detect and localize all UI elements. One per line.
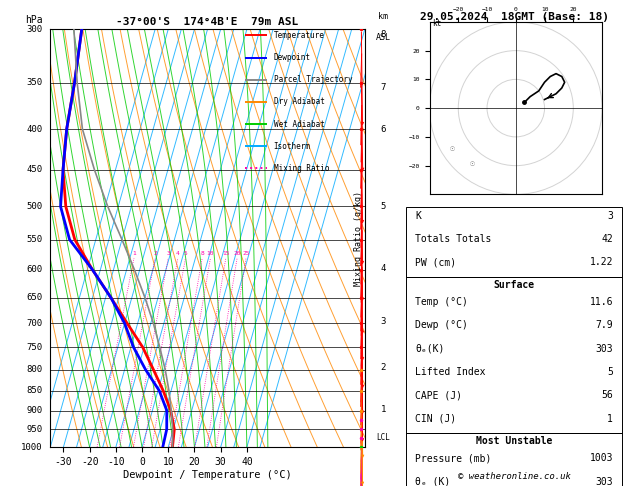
Text: Wet Adiabat: Wet Adiabat	[274, 120, 325, 128]
Text: 7: 7	[381, 83, 386, 92]
Text: 8: 8	[381, 31, 386, 39]
Text: 900: 900	[26, 406, 43, 415]
Text: ☉: ☉	[450, 144, 455, 153]
Text: 350: 350	[26, 78, 43, 87]
Bar	[406, 277, 622, 433]
Text: 950: 950	[26, 425, 43, 434]
Text: Lifted Index: Lifted Index	[416, 367, 486, 377]
Text: LCL: LCL	[376, 433, 390, 442]
Text: CAPE (J): CAPE (J)	[416, 390, 462, 400]
Bar	[406, 207, 622, 277]
Text: 29.05.2024  18GMT (Base: 18): 29.05.2024 18GMT (Base: 18)	[420, 12, 609, 22]
Text: Surface: Surface	[494, 280, 535, 290]
Text: 800: 800	[26, 365, 43, 374]
Text: 700: 700	[26, 319, 43, 328]
Text: 11.6: 11.6	[589, 297, 613, 307]
Text: Parcel Trajectory: Parcel Trajectory	[274, 75, 352, 84]
Text: 1.22: 1.22	[589, 258, 613, 267]
Text: 25: 25	[242, 251, 250, 256]
Text: kt: kt	[432, 19, 442, 28]
Text: 56: 56	[601, 390, 613, 400]
Text: hPa: hPa	[25, 15, 43, 25]
Text: 1: 1	[132, 251, 136, 256]
Text: 500: 500	[26, 202, 43, 211]
Text: 400: 400	[26, 124, 43, 134]
Text: © weatheronline.co.uk: © weatheronline.co.uk	[458, 472, 571, 481]
Text: 3: 3	[166, 251, 170, 256]
Text: Pressure (mb): Pressure (mb)	[416, 453, 492, 463]
Text: Mixing Ratio (g/kg): Mixing Ratio (g/kg)	[354, 191, 363, 286]
Text: 20: 20	[233, 251, 241, 256]
Text: 4: 4	[381, 263, 386, 273]
Text: ASL: ASL	[376, 34, 391, 42]
Bar	[406, 433, 622, 486]
Title: -37°00'S  174°4B'E  79m ASL: -37°00'S 174°4B'E 79m ASL	[116, 17, 299, 27]
Text: 42: 42	[601, 234, 613, 244]
Text: 303: 303	[595, 477, 613, 486]
Text: Dewpoint: Dewpoint	[274, 53, 311, 62]
Text: 5: 5	[184, 251, 187, 256]
Text: 750: 750	[26, 343, 43, 352]
Text: θₑ (K): θₑ (K)	[416, 477, 451, 486]
Text: 600: 600	[26, 265, 43, 274]
Text: Isotherm: Isotherm	[274, 142, 311, 151]
Text: Most Unstable: Most Unstable	[476, 436, 552, 446]
Text: 7.9: 7.9	[595, 320, 613, 330]
Text: K: K	[416, 211, 421, 221]
Text: PW (cm): PW (cm)	[416, 258, 457, 267]
Text: Totals Totals: Totals Totals	[416, 234, 492, 244]
Text: ☉: ☉	[470, 158, 475, 168]
Text: 450: 450	[26, 165, 43, 174]
Text: 15: 15	[222, 251, 230, 256]
Text: 3: 3	[381, 317, 386, 326]
Text: km: km	[378, 12, 388, 21]
Text: 650: 650	[26, 293, 43, 302]
Text: 8: 8	[201, 251, 204, 256]
Text: 6: 6	[381, 124, 386, 134]
Text: Mixing Ratio: Mixing Ratio	[274, 164, 329, 173]
Text: 5: 5	[381, 202, 386, 211]
Text: 10: 10	[207, 251, 214, 256]
Text: 5: 5	[607, 367, 613, 377]
Text: θₑ(K): θₑ(K)	[416, 344, 445, 354]
Text: 1: 1	[607, 414, 613, 424]
Text: 1: 1	[381, 405, 386, 414]
Text: 2: 2	[153, 251, 157, 256]
Text: Dewp (°C): Dewp (°C)	[416, 320, 469, 330]
Text: 850: 850	[26, 386, 43, 395]
Text: 4: 4	[176, 251, 180, 256]
X-axis label: Dewpoint / Temperature (°C): Dewpoint / Temperature (°C)	[123, 469, 292, 480]
Text: 1000: 1000	[21, 443, 43, 451]
Text: 1003: 1003	[589, 453, 613, 463]
Text: 2: 2	[381, 363, 386, 372]
Text: Dry Adiabat: Dry Adiabat	[274, 97, 325, 106]
Text: CIN (J): CIN (J)	[416, 414, 457, 424]
Text: 550: 550	[26, 235, 43, 244]
Text: 303: 303	[595, 344, 613, 354]
Text: Temperature: Temperature	[274, 31, 325, 40]
Text: Temp (°C): Temp (°C)	[416, 297, 469, 307]
Text: 3: 3	[607, 211, 613, 221]
Text: 300: 300	[26, 25, 43, 34]
